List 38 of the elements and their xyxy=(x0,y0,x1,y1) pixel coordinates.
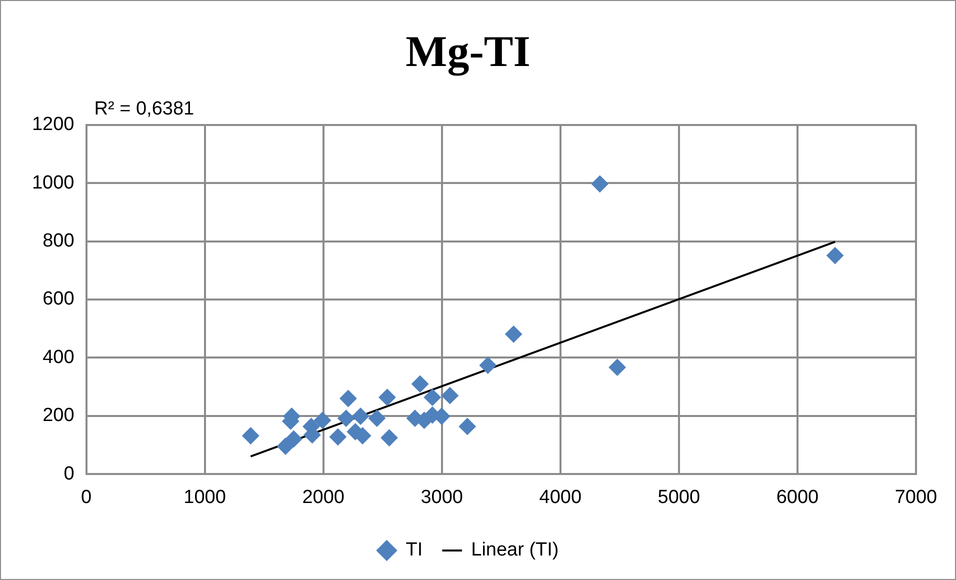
point xyxy=(826,247,844,264)
x-tick-label: 2000 xyxy=(302,486,344,508)
x-tick-label: 1000 xyxy=(184,486,226,508)
y-tick-label: 200 xyxy=(42,405,74,426)
y-tick-label: 800 xyxy=(42,230,74,252)
y-tick-label: 1000 xyxy=(32,172,74,194)
point xyxy=(505,326,522,343)
y-tick-label: 600 xyxy=(42,288,74,310)
y-tick-label: 1200 xyxy=(32,114,74,136)
point xyxy=(338,410,355,427)
point xyxy=(368,410,386,427)
point xyxy=(352,408,370,425)
x-tick-label: 3000 xyxy=(420,486,464,508)
point xyxy=(441,387,458,404)
point xyxy=(285,430,302,448)
point xyxy=(378,388,396,406)
x-tick-label: 5000 xyxy=(658,486,700,508)
point xyxy=(340,390,357,407)
x-tick-label: 4000 xyxy=(539,486,582,508)
point xyxy=(458,418,476,435)
x-tick-label: 6000 xyxy=(776,486,819,508)
text: R² = 0,6381 xyxy=(94,98,194,120)
point xyxy=(380,429,398,446)
point xyxy=(412,375,429,392)
legend-label: TI xyxy=(406,540,423,561)
point xyxy=(591,175,608,192)
point xyxy=(608,358,626,376)
x-tick-label: 7000 xyxy=(894,486,938,508)
y-tick-label: 0 xyxy=(64,463,74,484)
point xyxy=(314,412,332,429)
legend-label: Linear (TI) xyxy=(471,540,559,561)
point xyxy=(424,388,441,406)
point xyxy=(479,356,496,374)
point xyxy=(242,427,260,444)
x-tick-label: 0 xyxy=(80,486,92,508)
y-tick-label: 400 xyxy=(42,346,74,368)
chart-title: Mg-TI xyxy=(406,26,530,76)
point xyxy=(329,428,346,446)
